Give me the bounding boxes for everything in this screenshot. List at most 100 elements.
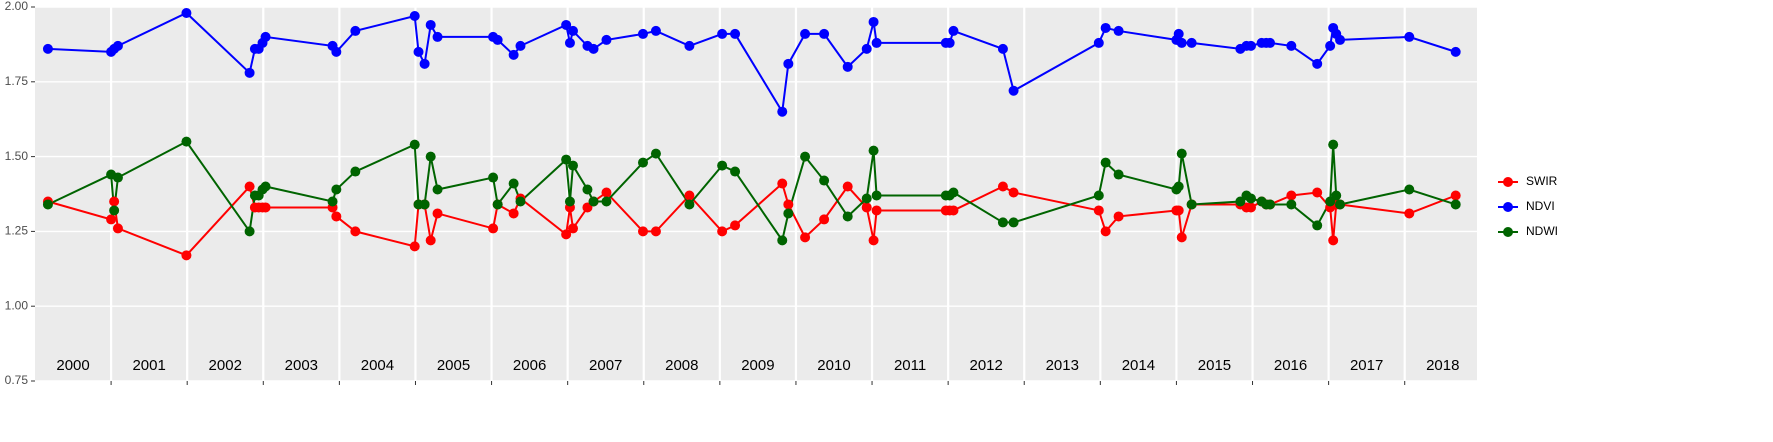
data-point [601, 196, 612, 207]
data-point [861, 43, 872, 54]
data-point [109, 205, 120, 216]
data-point [948, 187, 959, 198]
data-point [1335, 34, 1346, 45]
data-point [717, 160, 728, 171]
data-point [350, 226, 361, 237]
data-point [582, 184, 593, 195]
data-point [244, 181, 255, 192]
data-point [800, 151, 811, 162]
data-point [1008, 217, 1019, 228]
data-point [1093, 190, 1104, 201]
y-tick-label: 0.75 [5, 373, 29, 387]
data-point [112, 172, 123, 183]
data-point [244, 67, 255, 78]
year-label: 2008 [665, 357, 698, 374]
year-label: 2000 [56, 357, 89, 374]
data-point [1245, 40, 1256, 51]
data-point [948, 25, 959, 36]
year-label: 2001 [132, 357, 165, 374]
data-point [819, 214, 830, 225]
data-point [1335, 199, 1346, 210]
data-point [1235, 196, 1246, 207]
data-point [1312, 187, 1323, 198]
year-label: 2014 [1122, 357, 1155, 374]
data-point [1450, 46, 1461, 57]
data-point [432, 184, 443, 195]
data-point [492, 199, 503, 210]
year-label: 2015 [1198, 357, 1231, 374]
year-label: 2016 [1274, 357, 1307, 374]
data-point [684, 190, 695, 201]
data-point [684, 199, 695, 210]
year-label: 2010 [817, 357, 850, 374]
data-point [561, 154, 572, 165]
data-point [1173, 181, 1184, 192]
data-point [409, 10, 420, 21]
data-point [1325, 196, 1336, 207]
data-point [181, 250, 192, 261]
data-point [1008, 187, 1019, 198]
data-point [1008, 85, 1019, 96]
legend-key-point [1503, 177, 1513, 187]
data-point [871, 190, 882, 201]
data-point [1450, 199, 1461, 210]
data-point [650, 148, 661, 159]
data-point [997, 217, 1008, 228]
data-point [868, 16, 879, 27]
data-point [783, 199, 794, 210]
data-point [1113, 25, 1124, 36]
data-point [637, 226, 648, 237]
data-point [777, 106, 788, 117]
data-point [1404, 208, 1415, 219]
data-point [1176, 37, 1187, 48]
data-point [260, 202, 271, 213]
y-tick-label: 1.00 [5, 298, 29, 312]
data-point [842, 181, 853, 192]
data-point [777, 178, 788, 189]
data-point [1113, 211, 1124, 222]
legend-label: NDVI [1526, 199, 1555, 213]
data-point [800, 232, 811, 243]
data-point [425, 235, 436, 246]
data-point [350, 166, 361, 177]
data-point [564, 196, 575, 207]
data-point [42, 43, 53, 54]
data-point [327, 196, 338, 207]
data-point [331, 46, 342, 57]
data-point [419, 199, 430, 210]
data-point [1265, 199, 1276, 210]
data-point [1404, 184, 1415, 195]
data-point [515, 40, 526, 51]
data-point [409, 139, 420, 150]
data-point [567, 223, 578, 234]
year-label: 2006 [513, 357, 546, 374]
data-point [944, 37, 955, 48]
legend-key-point [1503, 227, 1513, 237]
data-point [181, 136, 192, 147]
y-tick-label: 1.25 [5, 224, 29, 238]
data-point [1325, 40, 1336, 51]
data-point [1173, 28, 1184, 39]
data-point [1093, 205, 1104, 216]
data-point [1186, 37, 1197, 48]
data-point [997, 43, 1008, 54]
data-point [432, 208, 443, 219]
data-point [488, 223, 499, 234]
data-point [1186, 199, 1197, 210]
data-point [868, 145, 879, 156]
data-point [1450, 190, 1461, 201]
data-point [567, 25, 578, 36]
data-point [601, 187, 612, 198]
data-point [637, 28, 648, 39]
data-point [783, 208, 794, 219]
data-point [730, 220, 741, 231]
data-point [112, 40, 123, 51]
data-point [508, 178, 519, 189]
data-point [650, 226, 661, 237]
data-point [948, 205, 959, 216]
data-point [868, 235, 879, 246]
data-point [650, 25, 661, 36]
data-point [508, 208, 519, 219]
data-point [730, 166, 741, 177]
